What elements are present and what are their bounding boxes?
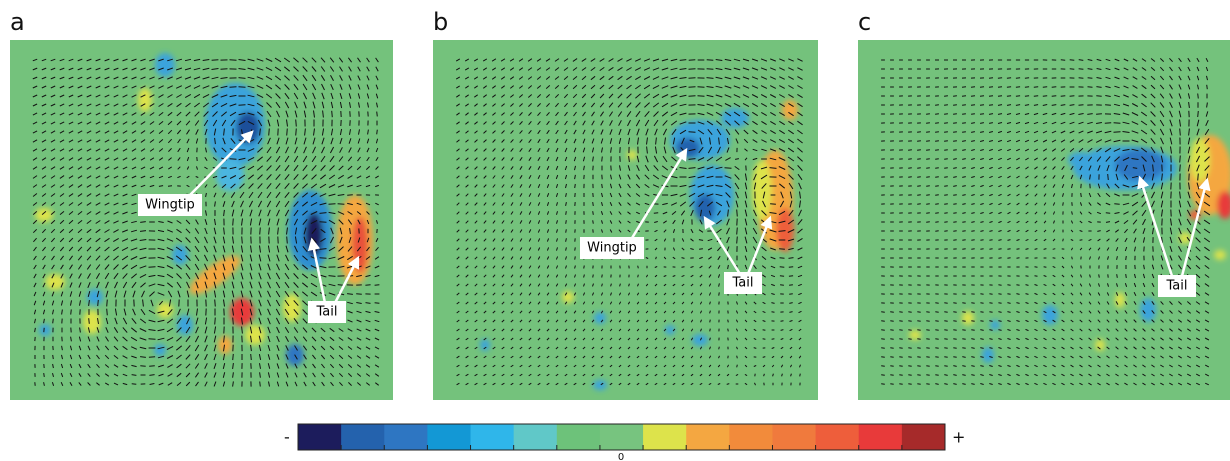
- annotation: Wingtip: [587, 241, 637, 256]
- panel-b: [433, 40, 818, 400]
- annotation: Tail: [316, 305, 338, 320]
- vector-field: [881, 57, 1211, 386]
- background: [858, 40, 1230, 400]
- panel-label: a: [10, 8, 25, 36]
- annotation-box: [580, 237, 644, 259]
- arrows: [189, 130, 1211, 304]
- colorbar-segment: [427, 424, 472, 450]
- colorbar-min-label: -: [284, 428, 290, 447]
- colorbar-segment: [599, 424, 644, 450]
- colorbar: [298, 424, 946, 450]
- colorbar-segment: [470, 424, 515, 450]
- colorbar-segment: [815, 424, 860, 450]
- colorbar-segment: [858, 424, 903, 450]
- colorbar-max-label: +: [952, 428, 965, 447]
- colorbar-segment: [341, 424, 385, 450]
- colorbar-segment: [686, 424, 730, 450]
- annotation: Tail: [1166, 279, 1188, 294]
- colorbar-segment: [643, 424, 687, 450]
- colorbar-segment: [729, 424, 773, 450]
- annotation-box: [308, 301, 346, 323]
- colorbar-mid-label: 0: [618, 452, 624, 461]
- background: [10, 40, 393, 400]
- annotation-box: [138, 194, 202, 216]
- panel-label: b: [433, 8, 448, 36]
- colorbar-segment: [384, 424, 428, 450]
- panel-c: [858, 40, 1230, 400]
- vector-field: [455, 58, 803, 386]
- colorbar-segment: [298, 424, 342, 450]
- annotation-box: [724, 272, 762, 294]
- colorbar-segment: [556, 424, 601, 450]
- annotation: Wingtip: [145, 198, 195, 213]
- colorbar-frame: [297, 423, 946, 451]
- panel-a: [10, 40, 393, 400]
- colorbar-segment: [513, 424, 558, 450]
- panel-label: c: [858, 8, 871, 36]
- annotation-box: [1158, 275, 1196, 297]
- colorbar-segment: [901, 424, 946, 450]
- colorbar-segment: [772, 424, 817, 450]
- annotation: Tail: [732, 276, 754, 291]
